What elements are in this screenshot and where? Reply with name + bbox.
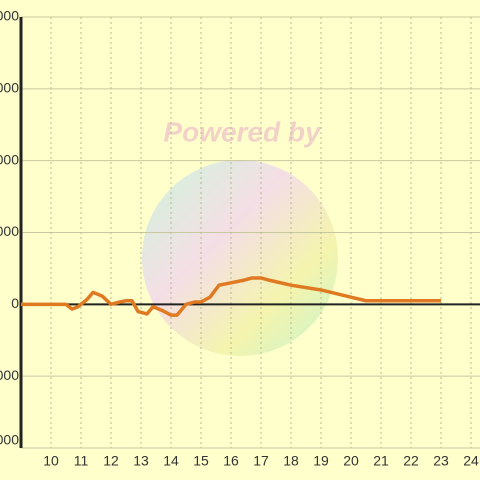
x-tick-label: 10 — [43, 453, 59, 469]
y-tick-label: -6,000 — [0, 432, 19, 448]
line — [21, 276, 441, 317]
x-tick-label: 23 — [433, 453, 449, 469]
x-tick-label: 17 — [253, 453, 269, 469]
watermark-logo — [142, 160, 338, 356]
y-tick-label: -3,000 — [0, 367, 19, 383]
x-tick-label: 20 — [343, 453, 359, 469]
x-tick-label: 16 — [223, 453, 239, 469]
watermark: Powered by — [163, 116, 322, 147]
x-tick-label: 12 — [103, 453, 119, 469]
x-tick-label: 22 — [403, 453, 419, 469]
y-tick-label: 3,000 — [0, 223, 19, 239]
x-tick-label: 24 — [463, 453, 479, 469]
y-tick-label: 6,000 — [0, 151, 19, 167]
x-tick-label: 18 — [283, 453, 299, 469]
x-tick-label: 21 — [373, 453, 389, 469]
x-tick-label: 13 — [133, 453, 149, 469]
y-tick-label: 9,000 — [0, 80, 19, 96]
y-tick-label: 12,000 — [0, 8, 19, 24]
y-tick-label: 0 — [11, 295, 19, 311]
x-tick-label: 15 — [193, 453, 209, 469]
x-tick-label: 14 — [163, 453, 179, 469]
x-tick-label: 11 — [74, 453, 89, 469]
x-tick-label: 19 — [313, 453, 329, 469]
